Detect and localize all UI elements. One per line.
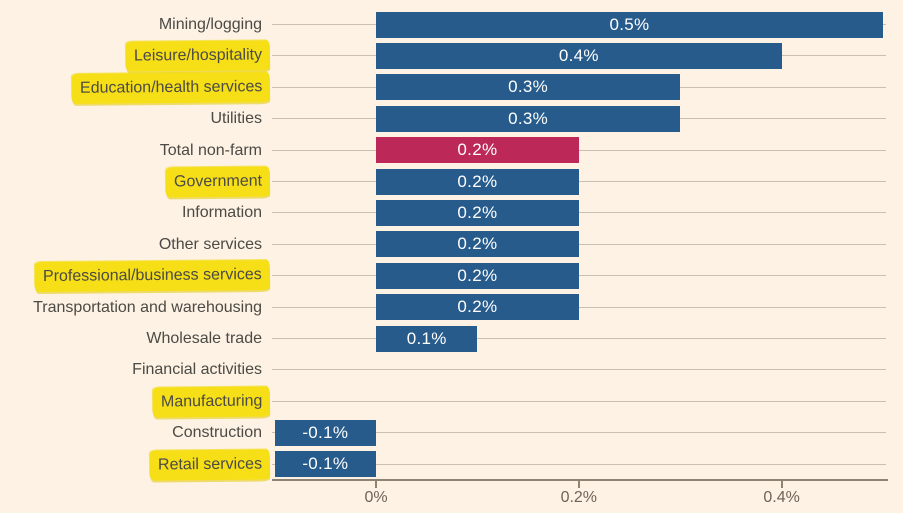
category-label-highlighted: Government [165, 166, 271, 198]
category-label-highlighted: Leisure/hospitality [125, 40, 271, 73]
category-label-row: Wholesale trade [0, 326, 262, 351]
bar: 0.2% [376, 168, 579, 195]
x-axis-tick-label: 0.4% [763, 489, 800, 506]
category-label: Financial activities [132, 361, 262, 379]
category-label-row: Other services [0, 232, 262, 257]
category-label-highlighted: Manufacturing [152, 386, 271, 418]
row-leader-line [272, 432, 886, 434]
bar: 0.2% [376, 199, 579, 226]
category-label: Other services [158, 235, 262, 253]
category-label-row: Mining/logging [0, 12, 262, 37]
row-leader-line [272, 212, 886, 214]
bar-value-label: 0.3% [508, 77, 549, 97]
bar: 0.3% [376, 105, 681, 132]
category-label-row: Transportation and warehousing [0, 295, 262, 320]
bar: 0.2% [376, 294, 579, 321]
category-label-row: Leisure/hospitality [0, 40, 271, 73]
x-axis-tick [375, 481, 377, 488]
category-label: Transportation and warehousing [33, 298, 262, 316]
bar: 0.5% [376, 11, 883, 38]
row-leader-line [272, 338, 886, 339]
category-label: Utilities [210, 110, 262, 128]
bar: 0.1% [376, 325, 478, 352]
category-label-row: Total non-farm [0, 138, 262, 163]
bar-value-label: 0.2% [457, 265, 498, 285]
category-label: Construction [172, 424, 262, 442]
category-label-highlighted: Professional/business services [35, 260, 271, 293]
bar: -0.1% [274, 451, 376, 478]
bar: 0.2% [376, 137, 579, 164]
category-label-row: Financial activities [0, 357, 262, 382]
row-leader-line [272, 400, 886, 402]
bar-value-label: 0.2% [457, 202, 498, 222]
category-label-row: Information [0, 200, 262, 225]
bar: -0.1% [274, 419, 376, 446]
row-leader-line [272, 243, 886, 245]
row-leader-line [272, 149, 886, 151]
row-leader-line [272, 306, 886, 308]
x-axis-tick-label: 0% [364, 489, 388, 506]
row-leader-line [272, 463, 886, 465]
bar-value-label: 0.2% [457, 234, 498, 254]
bar-value-label: -0.1% [302, 454, 349, 474]
row-leader-line [272, 369, 886, 371]
category-label-highlighted: Education/health services [71, 71, 271, 104]
bar: 0.4% [376, 42, 782, 69]
category-label-row: Professional/business services [0, 260, 271, 293]
x-axis-tick [780, 481, 783, 488]
bar-value-label: -0.1% [302, 422, 349, 442]
category-label-row: Utilities [0, 106, 262, 131]
row-leader-line [272, 275, 886, 277]
bar-value-label: 0.2% [457, 140, 498, 160]
x-axis-tick [577, 481, 580, 488]
bar-value-label: 0.5% [609, 14, 650, 34]
x-axis-line [272, 479, 888, 481]
bar-value-label: 0.3% [508, 108, 549, 128]
category-label-row: Education/health services [0, 71, 271, 104]
category-label: Wholesale trade [146, 330, 262, 347]
category-label-row: Construction [0, 420, 262, 445]
bar-value-label: 0.2% [457, 297, 498, 317]
category-label-highlighted: Retail services [149, 449, 271, 481]
row-leader-line [272, 181, 886, 182]
x-axis-tick-label: 0.2% [560, 489, 598, 506]
bar: 0.3% [376, 74, 681, 101]
bar: 0.2% [376, 262, 579, 289]
bar-value-label: 0.2% [457, 171, 498, 191]
category-label-row: Manufacturing [0, 386, 271, 418]
bar: 0.2% [376, 231, 579, 258]
category-label: Mining/logging [158, 16, 262, 33]
category-label-row: Government [0, 166, 271, 198]
category-label-row: Retail services [0, 449, 271, 481]
category-label: Total non-farm [159, 141, 262, 159]
bar-value-label: 0.1% [406, 328, 447, 348]
category-label: Information [181, 204, 262, 222]
bar-value-label: 0.4% [558, 45, 599, 65]
